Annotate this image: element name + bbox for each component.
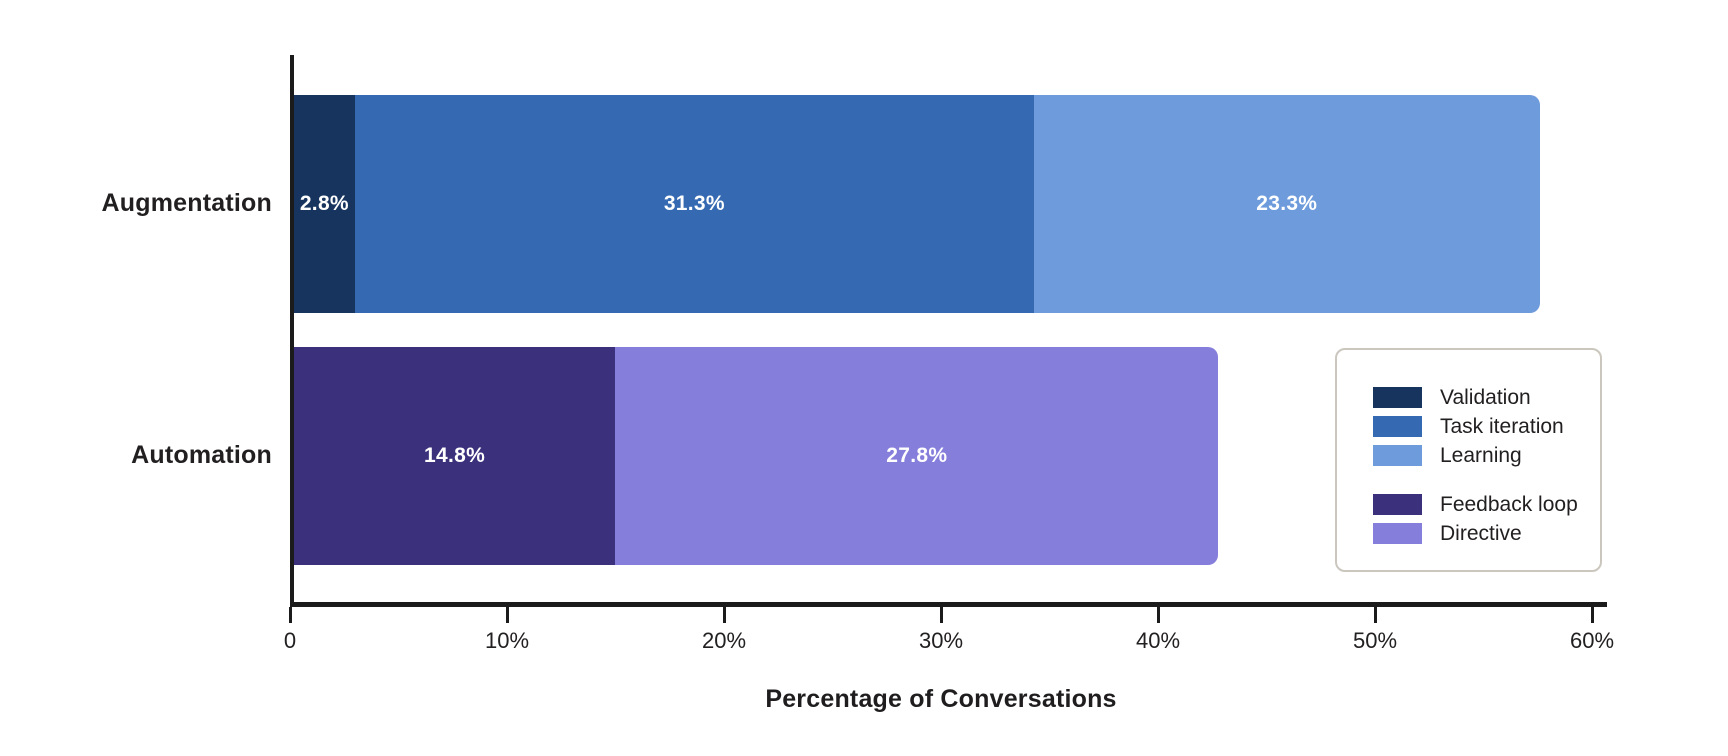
legend-label: Feedback loop <box>1440 492 1578 516</box>
segment-learning: 23.3% <box>1033 95 1540 313</box>
x-tick-label: 0 <box>283 628 297 653</box>
x-tick-label: 50% <box>1352 628 1398 653</box>
category-label-augmentation: Augmentation <box>101 189 272 217</box>
x-tick-mark <box>1591 607 1594 623</box>
legend-swatch-icon <box>1373 387 1422 408</box>
bar-augmentation: 2.8% 31.3% 23.3% <box>294 95 1540 313</box>
legend-group: Feedback loop Directive <box>1373 490 1600 548</box>
legend-label: Task iteration <box>1440 414 1564 438</box>
x-tick-mark <box>506 607 509 623</box>
legend-swatch-icon <box>1373 494 1422 515</box>
category-label-automation: Automation <box>131 441 272 469</box>
legend-item-feedback-loop: Feedback loop <box>1373 490 1600 519</box>
segment-value-label: 31.3% <box>663 192 725 215</box>
segment-task-iteration: 31.3% <box>354 95 1034 313</box>
legend-swatch-icon <box>1373 416 1422 437</box>
segment-value-label: 2.8% <box>299 192 349 215</box>
segment-directive: 27.8% <box>615 347 1219 565</box>
legend-label: Validation <box>1440 385 1531 409</box>
legend-label: Directive <box>1440 521 1522 545</box>
x-tick-mark <box>940 607 943 623</box>
legend-label: Learning <box>1440 443 1522 467</box>
legend-item-learning: Learning <box>1373 441 1600 470</box>
legend-item-validation: Validation <box>1373 383 1600 412</box>
legend-group: Validation Task iteration Learning <box>1373 383 1600 470</box>
x-tick-mark <box>289 607 292 623</box>
legend-item-directive: Directive <box>1373 519 1600 548</box>
x-tick-mark <box>1157 607 1160 623</box>
legend-swatch-icon <box>1373 445 1422 466</box>
segment-value-label: 27.8% <box>886 444 948 467</box>
x-tick-label: 30% <box>918 628 964 653</box>
x-tick-label: 20% <box>701 628 747 653</box>
legend-box: Validation Task iteration Learning Feedback… <box>1335 348 1602 572</box>
x-tick-label: 40% <box>1135 628 1181 653</box>
legend-item-task-iteration: Task iteration <box>1373 412 1600 441</box>
segment-value-label: 14.8% <box>424 444 486 467</box>
x-axis-title: Percentage of Conversations <box>765 685 1117 713</box>
x-tick-mark <box>723 607 726 623</box>
x-tick-label: 60% <box>1569 628 1615 653</box>
x-tick-mark <box>1374 607 1377 623</box>
x-tick-label: 10% <box>484 628 530 653</box>
segment-validation: 2.8% <box>294 95 355 313</box>
plot-area: 2.8% 31.3% 23.3% 14.8% 27.8% <box>290 55 1607 607</box>
bar-automation: 14.8% 27.8% <box>294 347 1219 565</box>
segment-value-label: 23.3% <box>1256 192 1318 215</box>
legend-swatch-icon <box>1373 523 1422 544</box>
segment-feedback-loop: 14.8% <box>294 347 616 565</box>
